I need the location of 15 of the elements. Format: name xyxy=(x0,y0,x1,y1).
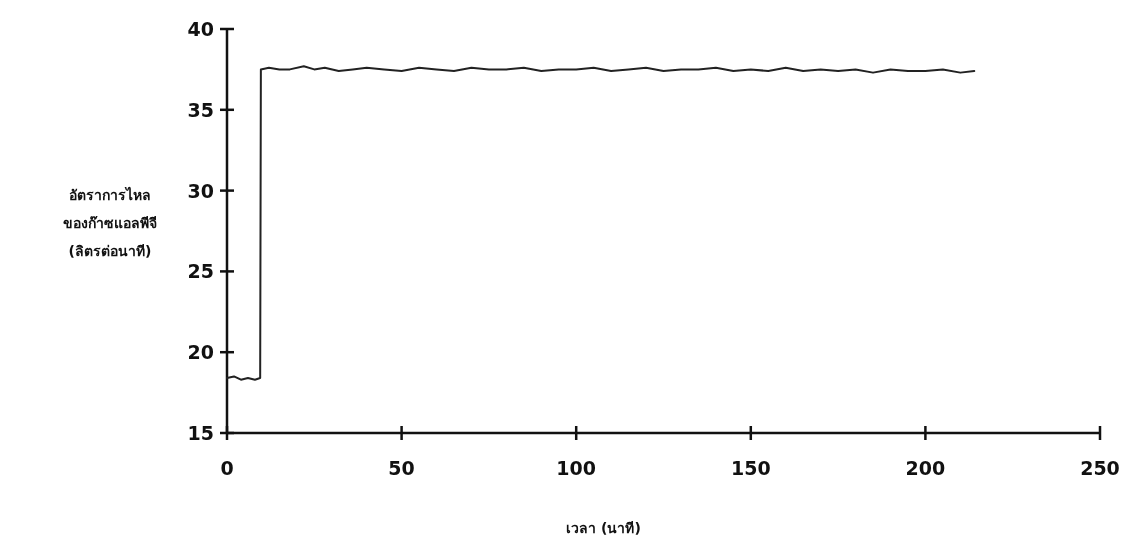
x-tick-label: 200 xyxy=(905,457,946,479)
x-tick-label: 50 xyxy=(388,457,415,479)
y-tick-label: 40 xyxy=(187,18,214,40)
y-tick-label: 25 xyxy=(187,260,214,283)
x-tick-label: 150 xyxy=(730,457,771,479)
x-tick-label: 0 xyxy=(220,457,234,479)
y-tick-label: 35 xyxy=(187,98,214,121)
y-tick-label: 15 xyxy=(187,422,214,444)
line-series xyxy=(226,65,976,381)
x-tick-label: 100 xyxy=(556,457,597,479)
y-axis-title: อัตราการไหล ของก๊าซแอลพีจี (ลิตรต่อนาที) xyxy=(63,186,157,259)
x-tick-label: 250 xyxy=(1080,457,1120,479)
x-axis-title: เวลา (นาที) xyxy=(566,520,641,536)
y-tick-label: 20 xyxy=(187,341,214,364)
y-tick-label: 30 xyxy=(187,179,214,202)
